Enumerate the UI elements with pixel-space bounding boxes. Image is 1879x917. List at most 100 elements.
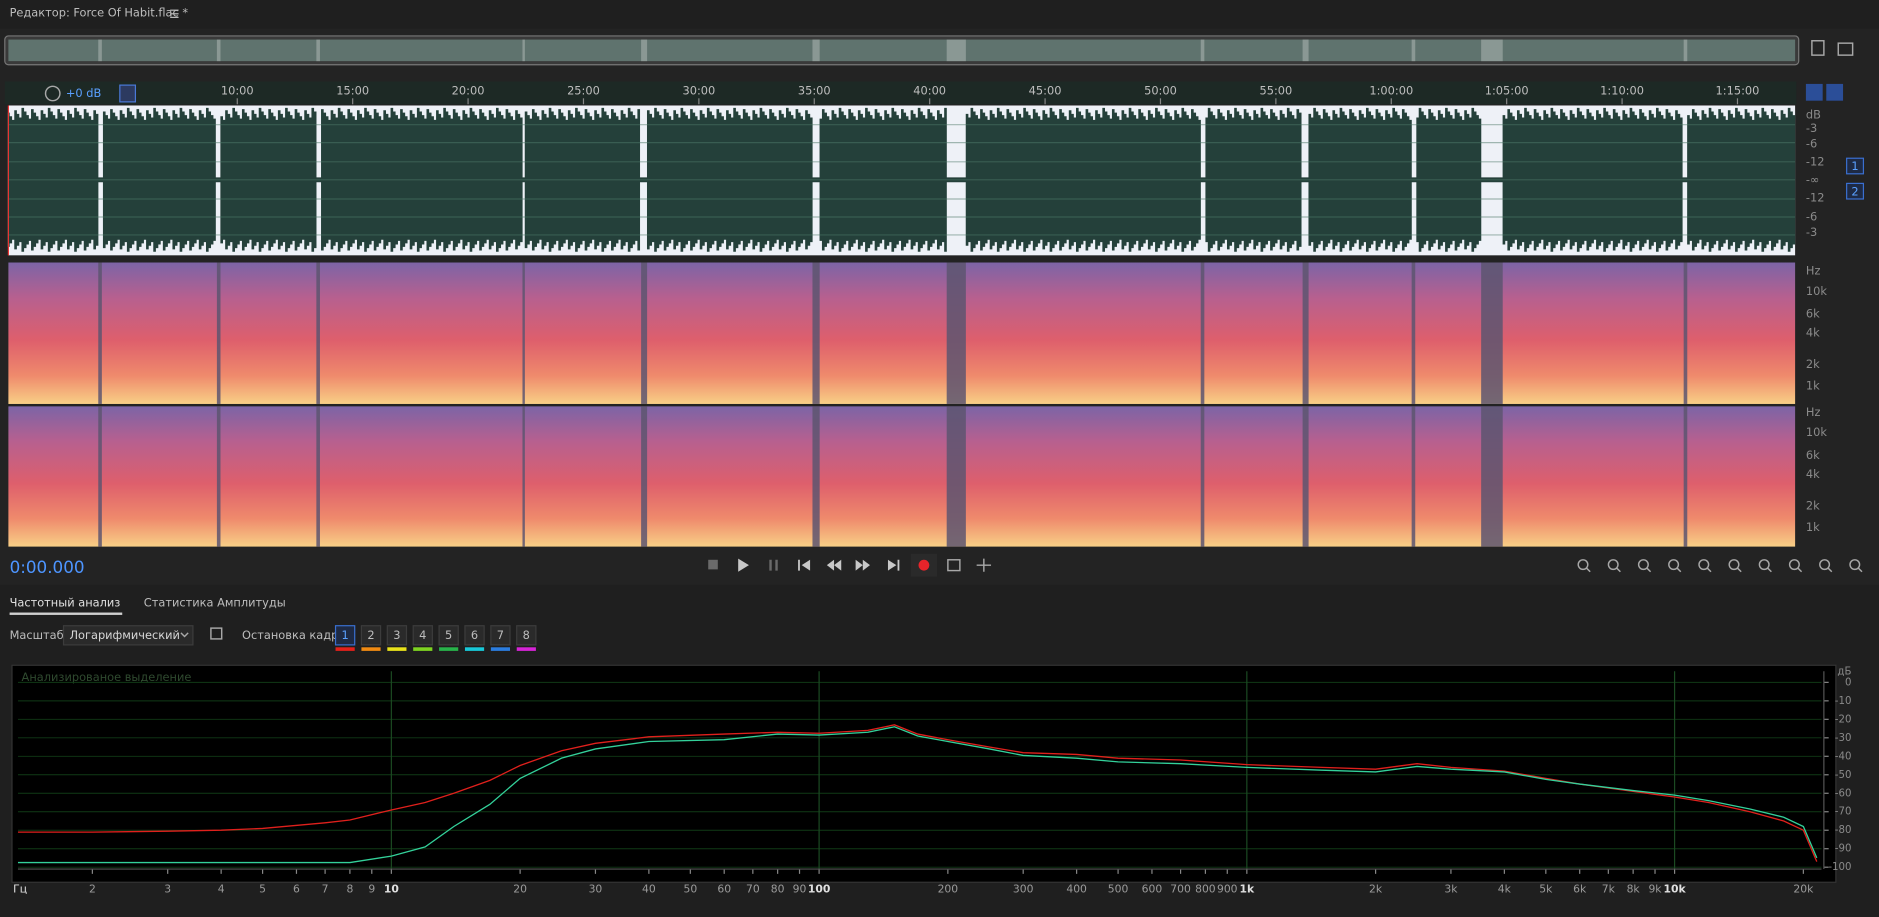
x-tick-label: 400 xyxy=(1066,882,1087,895)
y-tick-label: -100 xyxy=(1828,862,1851,873)
zoom-button-handle xyxy=(1646,567,1652,573)
channel-1-label[interactable]: 1 xyxy=(1851,159,1858,173)
hold-button[interactable] xyxy=(464,625,485,646)
x-tick-label: 10k xyxy=(1664,882,1687,895)
loop-button[interactable] xyxy=(947,559,961,572)
dropdown-arrow xyxy=(180,632,189,638)
hold-button-label[interactable]: 6 xyxy=(471,628,478,642)
channel-1-button[interactable] xyxy=(1846,157,1865,175)
panel-menu[interactable] xyxy=(170,9,179,18)
skip-button[interactable] xyxy=(976,558,992,572)
overview-gap xyxy=(1200,39,1205,62)
waveform-scale-label: -6 xyxy=(1806,209,1817,223)
x-tick-label: 1k xyxy=(1240,882,1255,895)
overview-gap xyxy=(1683,39,1688,62)
to-end-button[interactable] xyxy=(887,559,900,571)
scale-value[interactable]: Логарифмический xyxy=(70,628,180,642)
ruler-label: 25:00 xyxy=(567,84,600,98)
tab-frequency[interactable]: Частотный анализ xyxy=(10,595,121,609)
record-button[interactable] xyxy=(918,559,930,571)
spectrogram-gap xyxy=(641,406,648,547)
hold-button[interactable] xyxy=(386,625,408,646)
spectrogram-scale: Hz 10k 6k 4k 2k 1k Hz 10k 6k 4k 2k 1k xyxy=(1806,263,1827,534)
y-tick-label: -20 xyxy=(1835,714,1852,725)
zoom-button[interactable] xyxy=(1849,559,1861,571)
ruler-label: 45:00 xyxy=(1029,84,1062,98)
volume-knob[interactable] xyxy=(44,85,61,102)
zoom-button[interactable] xyxy=(1728,559,1740,571)
spectrogram-scale-label: 4k xyxy=(1806,467,1820,481)
to-start-button[interactable] xyxy=(798,559,811,571)
hold-button[interactable] xyxy=(490,625,511,646)
zoom-button[interactable] xyxy=(1577,559,1589,571)
x-tick-label: 10 xyxy=(384,882,399,895)
play-button[interactable] xyxy=(738,558,749,572)
pause-button[interactable] xyxy=(769,559,778,571)
stop-button[interactable] xyxy=(708,559,718,570)
gain-value[interactable]: +0 dB xyxy=(66,86,101,100)
spectrogram-scale-label: 10k xyxy=(1806,284,1827,298)
marker-button[interactable] xyxy=(1826,83,1844,101)
hold-button-label[interactable]: 2 xyxy=(367,628,374,642)
zoom-icon[interactable] xyxy=(1811,40,1825,56)
x-tick-label: 8 xyxy=(346,882,353,895)
hold-button[interactable] xyxy=(334,625,356,646)
spectrogram-gap xyxy=(316,406,320,547)
zoom-button[interactable] xyxy=(1758,559,1770,571)
spectrogram-scale-label: Hz xyxy=(1806,405,1821,419)
x-tick-label: 7k xyxy=(1602,882,1616,895)
x-tick-label: 4k xyxy=(1498,882,1512,895)
hold-button-label[interactable]: 3 xyxy=(393,628,400,642)
spectrogram-gap xyxy=(216,406,221,547)
zoom-button[interactable] xyxy=(1607,559,1619,571)
y-tick-label: -30 xyxy=(1835,733,1852,744)
ruler-label: 1:15:00 xyxy=(1716,84,1760,98)
x-tick-label: 100 xyxy=(808,882,830,895)
hold-label: Остановка кадра: xyxy=(242,628,349,642)
spectrogram-scale-label: 2k xyxy=(1806,357,1820,371)
zoom-button[interactable] xyxy=(1637,559,1649,571)
hold-button-label[interactable]: 4 xyxy=(419,628,426,642)
x-tick-label: 50 xyxy=(683,882,697,895)
zoom-button-handle xyxy=(1767,567,1772,573)
tab-amplitude[interactable]: Статистика Амплитуды xyxy=(144,595,286,609)
spectrogram-scale-label: 2k xyxy=(1806,498,1820,512)
hold-button-label[interactable]: 5 xyxy=(445,628,452,642)
zoom-controls xyxy=(1577,559,1863,573)
channel-2-label[interactable]: 2 xyxy=(1851,184,1858,198)
ruler-label: 40:00 xyxy=(913,84,946,98)
x-tick-label: 90 xyxy=(793,882,807,895)
zoom-button[interactable] xyxy=(1819,559,1831,571)
zoom-button[interactable] xyxy=(1698,559,1710,571)
advanced-icon[interactable] xyxy=(210,627,223,640)
hold-buttons: 1 2 3 4 5 6 7 8 xyxy=(334,625,537,651)
spectrogram-scale-label: 6k xyxy=(1806,307,1820,321)
x-tick-label: 6 xyxy=(293,882,300,895)
ruler-label: 35:00 xyxy=(798,84,831,98)
spectrogram-gap xyxy=(946,262,966,404)
y-tick-label: -80 xyxy=(1835,825,1852,836)
hold-button-label[interactable]: 8 xyxy=(523,628,530,642)
active-tab-underline xyxy=(9,612,123,615)
hold-color xyxy=(490,647,511,651)
scale-dropdown[interactable] xyxy=(62,625,194,646)
hold-button[interactable] xyxy=(438,625,459,646)
overview-fill xyxy=(8,39,1796,62)
snap-button[interactable] xyxy=(1805,83,1823,101)
hold-button[interactable] xyxy=(360,625,382,646)
hold-button-label[interactable]: 1 xyxy=(341,628,348,642)
pin-button[interactable] xyxy=(119,84,137,103)
ruler-label: 50:00 xyxy=(1144,84,1177,98)
hold-color xyxy=(439,647,459,651)
zoom-button-handle xyxy=(1827,567,1833,573)
layout-icon[interactable] xyxy=(1837,42,1854,56)
hold-button[interactable] xyxy=(412,625,433,646)
zoom-button[interactable] xyxy=(1668,559,1680,571)
hold-button-label[interactable]: 7 xyxy=(497,628,504,642)
hold-button[interactable] xyxy=(516,625,537,646)
channel-2-button[interactable] xyxy=(1846,182,1865,200)
zoom-button[interactable] xyxy=(1788,559,1800,571)
y-tick-label: -60 xyxy=(1835,788,1852,799)
chart-frame xyxy=(11,664,1837,883)
